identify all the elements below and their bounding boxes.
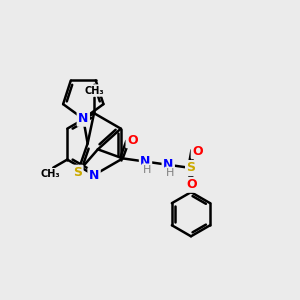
Text: O: O xyxy=(192,145,203,158)
Text: H: H xyxy=(166,168,174,178)
Text: O: O xyxy=(127,134,138,147)
Text: N: N xyxy=(78,112,88,125)
Text: CH₃: CH₃ xyxy=(84,85,104,95)
Text: N: N xyxy=(163,158,173,171)
Text: H: H xyxy=(143,165,151,175)
Text: N: N xyxy=(89,169,99,182)
Text: S: S xyxy=(73,166,82,179)
Text: O: O xyxy=(186,178,197,191)
Text: N: N xyxy=(140,155,151,168)
Text: S: S xyxy=(187,161,196,175)
Text: CH₃: CH₃ xyxy=(40,169,60,179)
